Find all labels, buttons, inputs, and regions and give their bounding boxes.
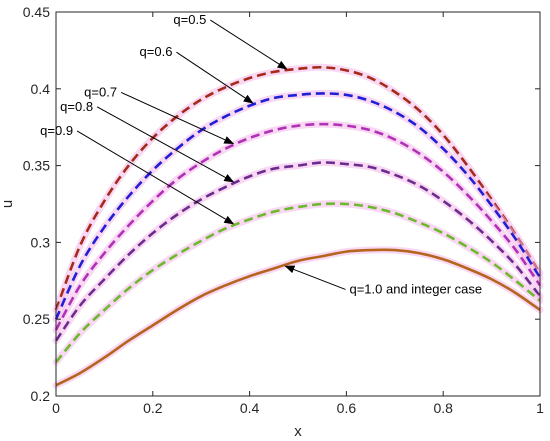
series-q-0-7-line xyxy=(54,122,542,331)
annotation-label-q-0-7: q=0.7 xyxy=(84,84,117,99)
y-tick-label: 0.2 xyxy=(31,388,51,404)
x-axis-label: x xyxy=(294,423,302,440)
y-tick-label: 0.4 xyxy=(31,81,51,97)
y-tick-label: 0.3 xyxy=(31,234,51,250)
annotation-label-q-0-8: q=0.8 xyxy=(60,99,93,114)
y-tick-label: 0.35 xyxy=(23,158,50,174)
annotation-label-q-0-9: q=0.9 xyxy=(40,123,73,138)
annotation-arrow xyxy=(284,265,346,290)
x-tick-label: 0.2 xyxy=(143,400,163,416)
annotation-arrow xyxy=(96,106,235,183)
plot-frame xyxy=(55,11,541,397)
annotation-arrow xyxy=(176,51,254,104)
series-layer xyxy=(52,63,544,389)
series-q-0-9-line xyxy=(54,202,541,364)
series-q-0-8-line xyxy=(54,161,542,342)
annotation-label-q-1-0-and-integer-case: q=1.0 and integer case xyxy=(349,281,482,296)
series-q-1-0-and-integer-case-line xyxy=(55,248,541,387)
y-axis-label: u xyxy=(0,200,16,208)
series-q-0-8-halo xyxy=(52,158,544,345)
annotation-label-q-0-5: q=0.5 xyxy=(173,12,206,27)
series-q-0-6-line xyxy=(54,92,542,320)
series-q-0-5-line xyxy=(54,65,542,311)
x-tick-label: 0.4 xyxy=(240,400,260,416)
annotation-arrow xyxy=(210,19,288,70)
x-tick-label: 0.6 xyxy=(337,400,357,416)
axes-layer: 0 0.2 0.4 0.6 0.8 10.20.250.30.350.40.45 xyxy=(23,4,544,416)
annotation-arrow xyxy=(76,130,235,225)
annotation-arrow xyxy=(120,91,235,145)
series-q-1-0-and-integer-case-halo xyxy=(52,246,544,389)
y-tick-label: 0.45 xyxy=(23,4,50,20)
annotation-label-q-0-6: q=0.6 xyxy=(140,44,173,59)
x-tick-label: 1 xyxy=(536,400,544,416)
annotation-layer: q=0.5 q=0.6 q=0.7q=0.8 q=0.9 q=1.0 and integ… xyxy=(40,12,482,296)
x-tick-label: 0 xyxy=(52,400,60,416)
x-tick-label: 0.8 xyxy=(433,400,453,416)
series-q-0-5-halo xyxy=(52,63,544,314)
y-tick-label: 0.25 xyxy=(23,311,50,327)
